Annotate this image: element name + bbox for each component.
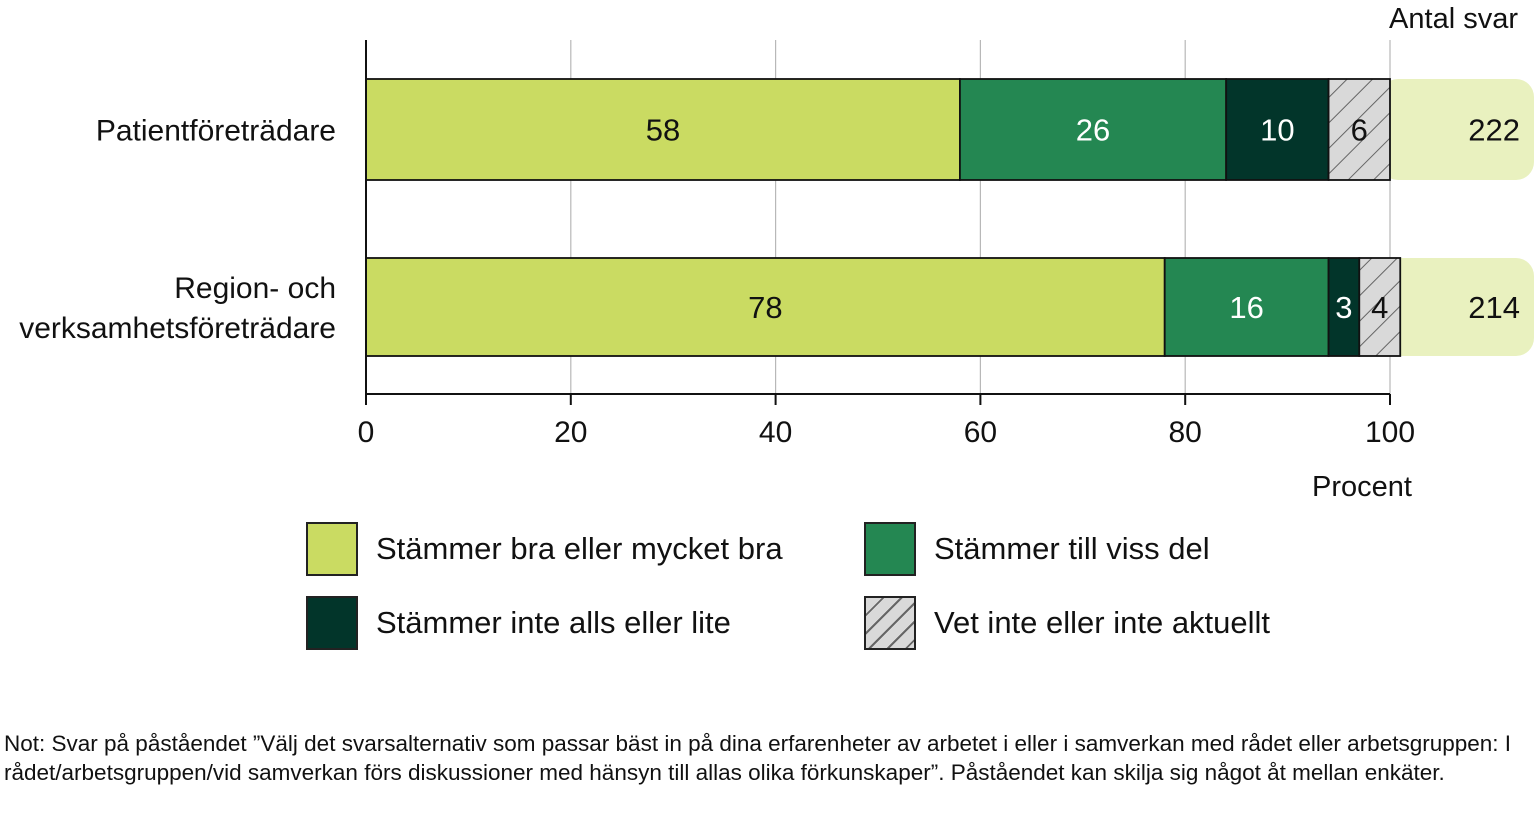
footnote: Not: Svar på påståendet ”Välj det svarsa… xyxy=(4,731,1512,785)
bars xyxy=(365,78,1402,357)
legend-item-vet-inte: Vet inte eller inte aktuellt xyxy=(864,596,1270,650)
category-label-1-1: verksamhetsföreträdare xyxy=(19,312,336,345)
tick-label-80: 80 xyxy=(1169,416,1202,449)
bar-segment-0-3 xyxy=(1327,78,1391,181)
legend-label-bra: Stämmer bra eller mycket bra xyxy=(376,531,783,566)
tick-label-40: 40 xyxy=(759,416,792,449)
axes xyxy=(365,40,1391,405)
legend-item-inte-alls: Stämmer inte alls eller lite xyxy=(306,596,731,650)
legend-label-vet-inte: Vet inte eller inte aktuellt xyxy=(934,605,1271,640)
tick-label-20: 20 xyxy=(554,416,587,449)
count-value-0: 222 xyxy=(1468,113,1520,148)
bar-segment-0-0 xyxy=(365,78,961,181)
legend-item-viss-del: Stämmer till viss del xyxy=(864,522,1210,576)
bar-value-0-2: 10 xyxy=(1260,113,1294,148)
legend-label-inte-alls: Stämmer inte alls eller lite xyxy=(376,605,731,640)
bar-value-0-0: 58 xyxy=(646,113,680,148)
count-column xyxy=(1380,79,1534,356)
legend-label-viss-del: Stämmer till viss del xyxy=(934,531,1210,566)
legend-swatch-inte-alls xyxy=(306,596,358,650)
bar-value-1-0: 78 xyxy=(748,290,782,325)
legend-swatch-viss-del xyxy=(864,522,916,576)
x-axis-title: Procent xyxy=(1312,471,1412,503)
legend-swatch-bra xyxy=(306,522,358,576)
bar-value-1-1: 16 xyxy=(1229,290,1263,325)
bar-segment-0-2 xyxy=(1225,78,1330,181)
bar-value-1-3: 4 xyxy=(1371,290,1388,325)
bar-segment-0-1 xyxy=(959,78,1228,181)
bar-segment-1-3 xyxy=(1358,257,1402,357)
category-label-0-0: Patientföreträdare xyxy=(96,115,336,148)
legend: Stämmer bra eller mycket bra Stämmer til… xyxy=(306,522,1406,657)
count-cell-0 xyxy=(1380,79,1534,180)
bar-value-0-1: 26 xyxy=(1076,113,1110,148)
legend-item-bra: Stämmer bra eller mycket bra xyxy=(306,522,783,576)
stacked-bar-chart: 0 20 40 60 80 100 222 214 Antal svar 58 26 10 6 78 16 3… xyxy=(19,3,1534,503)
bar-value-0-3: 6 xyxy=(1351,113,1368,148)
count-value-1: 214 xyxy=(1468,290,1520,325)
tick-label-100: 100 xyxy=(1365,416,1415,449)
bar-value-1-2: 3 xyxy=(1335,290,1352,325)
labels: 0 20 40 60 80 100 222 214 Antal svar 58 26 10 6 78 16 3… xyxy=(19,3,1520,503)
legend-swatch-vet-inte xyxy=(864,596,916,650)
tick-label-60: 60 xyxy=(964,416,997,449)
count-column-title: Antal svar xyxy=(1389,3,1518,35)
tick-label-0: 0 xyxy=(358,416,375,449)
category-label-1-0: Region- och xyxy=(174,272,336,305)
count-cell-1 xyxy=(1380,258,1534,356)
